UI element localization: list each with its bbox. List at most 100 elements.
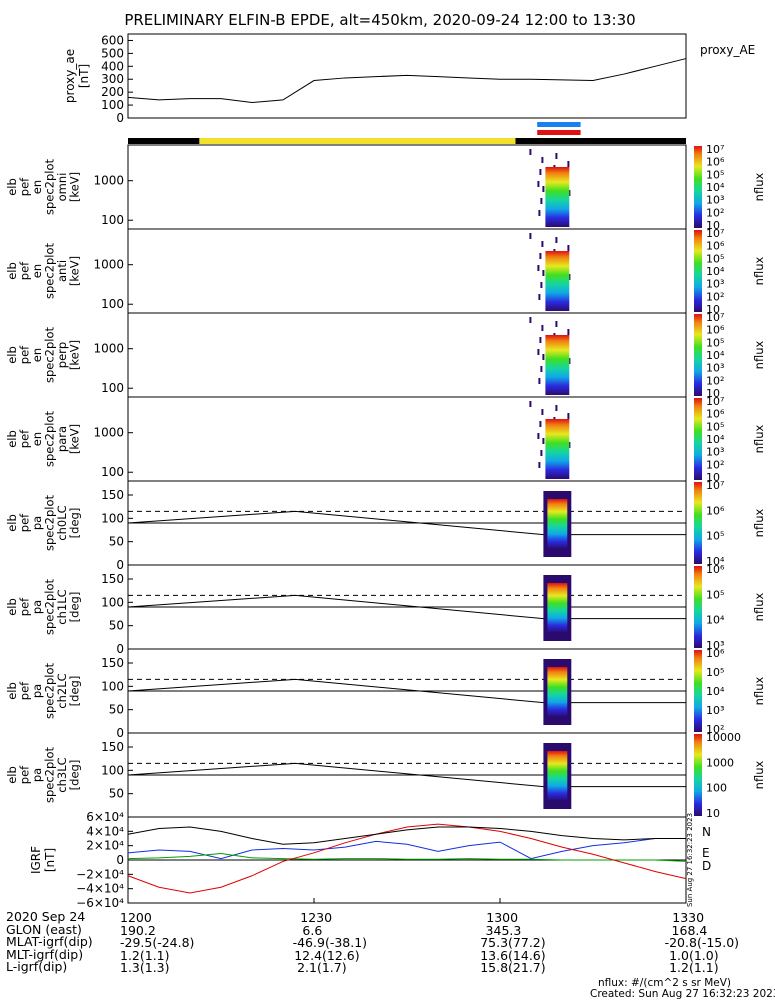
panel-ch3LC-ylabel: [deg] — [68, 760, 82, 791]
panel-omni-speckle — [529, 149, 532, 155]
panel-perp-speckle — [538, 378, 541, 384]
panel-omni-speckle — [539, 169, 542, 175]
panel-anti-speckle — [540, 282, 543, 288]
panel-ch1LC-colorbar-tick: 10³ — [706, 639, 724, 652]
panel-ch2LC-colorbar-tick: 10⁴ — [706, 685, 725, 698]
footer-cell: 168.4 — [671, 922, 708, 938]
panel-perp-ytick-label: 1000 — [93, 342, 124, 356]
side-stamp: Sun Aug 27 16:32:23 2023 — [686, 813, 694, 907]
igrf-ytick-label: −2×10⁴ — [76, 867, 124, 881]
panel-ch3LC-colorbar-label: nflux — [752, 760, 766, 789]
panel-omni-ytick-label: 1000 — [93, 174, 124, 188]
igrf-legend-E: E — [702, 846, 710, 860]
panel-para-speckle — [568, 442, 571, 448]
panel-para-speckle — [537, 433, 540, 439]
panel-omni-frame — [127, 144, 687, 230]
panel-para-ylabel: elb — [5, 430, 19, 448]
panel-ch2LC-ytick-label: 150 — [101, 656, 124, 670]
panel-ch1LC-ylabel: [deg] — [68, 592, 82, 623]
panel-perp-speckle — [537, 349, 540, 355]
panel-omni-ylabel: spec2plot — [43, 158, 57, 215]
panel-para-colorbar-tick: 10⁶ — [706, 408, 725, 421]
panel-perp-colorbar-tick: 10⁴ — [706, 349, 725, 362]
panel-ch2LC-ytick-label: 100 — [101, 679, 124, 693]
panel-ch1LC-ytick-label: 50 — [109, 619, 124, 633]
panel-ch0LC-colorbar-tick: 10⁴ — [706, 555, 725, 568]
panel-anti-speckle — [568, 274, 571, 280]
panel-anti-speckle — [542, 270, 545, 276]
panel-ch1LC-ylabel: spec2plot — [43, 578, 57, 635]
footer-row-label: GLON (east) — [6, 921, 82, 937]
panel-omni-ylabel: omni — [55, 173, 69, 202]
footer-cell: 13.6(14.6) — [480, 947, 546, 963]
panel-anti-colorbar-tick: 10⁴ — [706, 265, 725, 278]
panel-ch3LC-ylabel: pef — [18, 765, 32, 784]
igrf-ylabel-unit: [nT] — [43, 848, 57, 872]
panel-ch0LC-ylabel: elb — [5, 514, 19, 532]
panel-para-speckle — [567, 413, 570, 419]
panel-para-ylabel: en — [30, 432, 44, 446]
panel-perp-ylabel: elb — [5, 346, 19, 364]
panel-perp-colorbar-tick: 10² — [706, 374, 724, 387]
footer-cell: 1.2(1.1) — [669, 960, 719, 975]
panel-ch1LC-ytick-label: 150 — [101, 572, 124, 586]
igrf-series-N — [127, 838, 686, 860]
footer-cell: 1.0(1.0) — [669, 947, 719, 963]
panel-ch1LC-colorbar-tick: 10⁵ — [706, 588, 724, 601]
panel-omni-colorbar-tick: 10⁶ — [706, 156, 725, 169]
panel-omni-spec-core — [545, 167, 570, 227]
igrf-ytick-label: 4×10⁴ — [86, 824, 124, 838]
panel-perp-speckle — [568, 358, 571, 364]
panel-anti-spec-core — [545, 251, 570, 311]
panel-omni-speckle — [538, 210, 541, 216]
panel-perp-colorbar — [694, 314, 702, 396]
panel-ch0LC-ylabel: pef — [18, 513, 32, 532]
panel-ch1LC-ytick-label: 0 — [116, 642, 124, 656]
panel-perp-speckle — [539, 337, 542, 343]
panel-para-spec-core — [545, 419, 570, 479]
igrf-series-total — [127, 826, 686, 845]
panel-omni-speckle — [542, 186, 545, 192]
panel-omni-colorbar-label: nflux — [752, 172, 766, 201]
panel-ch3LC-colorbar-tick: 10000 — [706, 731, 741, 744]
panel-para-ylabel: [keV] — [68, 424, 82, 454]
panel-ch2LC-colorbar-tick: 10⁶ — [706, 647, 725, 660]
panel-para-speckle — [539, 421, 542, 427]
panel-ch2LC-colorbar-label: nflux — [752, 676, 766, 705]
panel-ch0LC-colorbar-label: nflux — [752, 508, 766, 537]
panel-ch0LC-colorbar-tick: 10⁷ — [706, 479, 724, 492]
proxy-ae-frame — [127, 33, 687, 119]
panel-ch0LC-ylabel: spec2plot — [43, 494, 57, 551]
panel-anti-ylabel: en — [30, 264, 44, 278]
panel-anti-ylabel: anti — [55, 260, 69, 282]
panel-anti-speckle — [537, 265, 540, 271]
panel-ch0LC-ylabel: ch0LC — [55, 505, 69, 540]
panel-para-colorbar-label: nflux — [752, 424, 766, 453]
igrf-legend-D: D — [702, 859, 711, 873]
panel-ch2LC-colorbar — [694, 650, 702, 732]
panel-omni-colorbar-tick: 10⁵ — [706, 168, 724, 181]
panel-ch2LC-ylabel: ch2LC — [55, 673, 69, 708]
panel-ch0LC-ylabel: pa — [30, 516, 44, 530]
panel-para-speckle — [555, 405, 558, 411]
panel-ch3LC-spec-core — [547, 751, 568, 801]
panel-ch2LC-colorbar-tick: 10³ — [706, 704, 724, 717]
panel-perp-colorbar-tick: 10⁶ — [706, 324, 725, 337]
proxy-ae-ytick-label: 200 — [101, 85, 124, 99]
panel-ch2LC-colorbar-tick: 10² — [706, 723, 724, 736]
panel-perp-ylabel: en — [30, 348, 44, 362]
panel-para-colorbar — [694, 398, 702, 480]
panel-ch3LC-ylabel: ch3LC — [55, 757, 69, 792]
panel-omni-speckle — [567, 161, 570, 167]
panel-ch1LC-ylabel: elb — [5, 598, 19, 616]
panel-perp-ylabel: pef — [18, 345, 32, 364]
footer-cell: 1.2(1.1) — [120, 947, 170, 963]
footer-cell: 1330 — [672, 910, 705, 925]
panel-ch2LC-ytick-label: 50 — [109, 703, 124, 717]
footer-cell: 1.3(1.3) — [120, 960, 170, 975]
footer-cell: 1230 — [300, 910, 333, 925]
panel-omni-ylabel: elb — [5, 178, 19, 196]
panel-omni-ytick-label: 100 — [101, 213, 124, 227]
panel-ch0LC-ytick-label: 150 — [101, 488, 124, 502]
